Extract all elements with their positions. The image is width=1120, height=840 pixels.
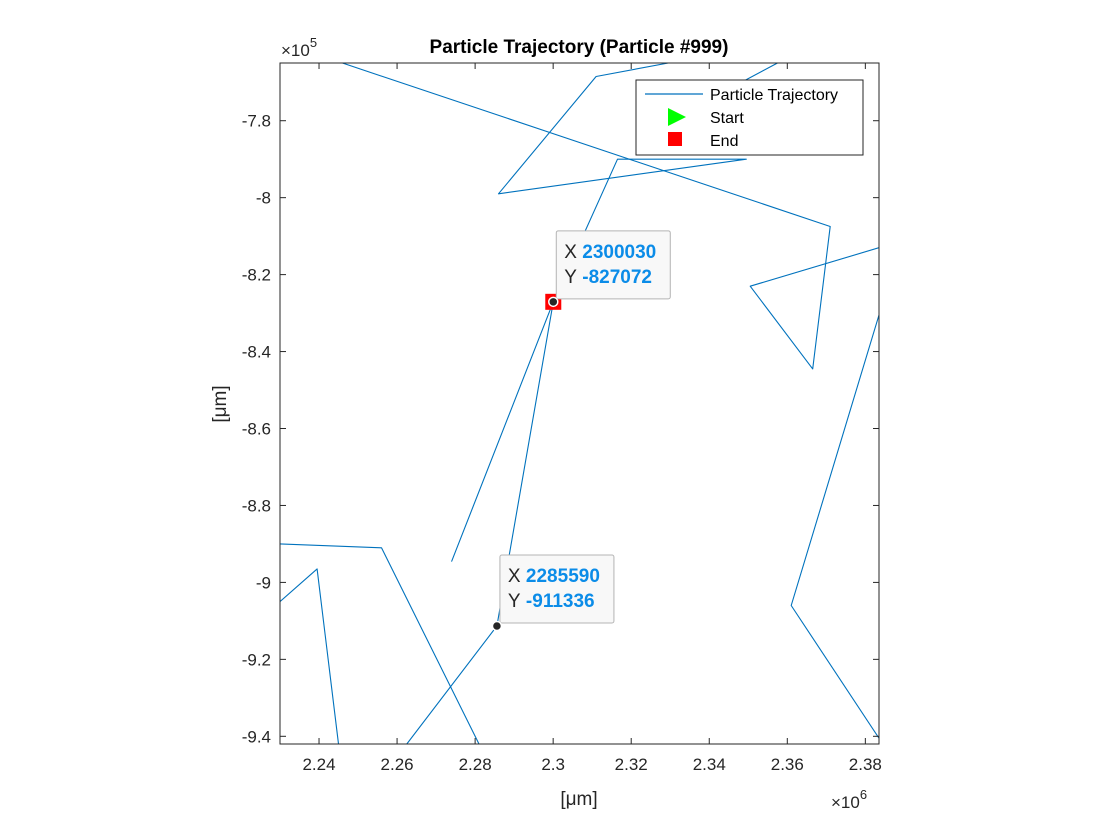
x-tick-label: 2.24 [302, 755, 335, 774]
x-tick-label: 2.3 [541, 755, 565, 774]
x-tick-label: 2.26 [381, 755, 414, 774]
legend-start-swatch [668, 108, 686, 126]
y-tick-label: -8 [256, 189, 271, 208]
axes: 2.24 2.26 2.28 2.3 2.32 2.34 2.36 2.38 -7.8 -8 -8.… [242, 62, 882, 774]
x-tick-label: 2.28 [459, 755, 492, 774]
y-tick-label: -7.8 [242, 112, 271, 131]
trajectory-segment-3 [342, 63, 879, 370]
y-exponent-power: 5 [310, 35, 317, 50]
x-tick-label: 2.38 [849, 755, 882, 774]
x-tick-label: 2.36 [771, 755, 804, 774]
x-tick-label: 2.34 [693, 755, 726, 774]
legend: Particle Trajectory Start End [635, 79, 864, 156]
y-tick-label: -9 [256, 573, 271, 592]
chart-title: Particle Trajectory (Particle #999) [430, 37, 729, 58]
datatip-y-value: -827072 [582, 267, 652, 288]
y-exponent-base: ×10 [281, 41, 310, 60]
datatip-x-key: X [508, 566, 521, 587]
datatip-box [499, 554, 615, 624]
datatip-x-key: X [564, 242, 577, 263]
datatip-point[interactable] [548, 296, 559, 308]
datatip-y-key: Y [508, 591, 521, 612]
datatip-y-value: -911336 [526, 591, 595, 612]
legend-label-trajectory: Particle Trajectory [710, 87, 838, 104]
y-tick-label: -8.4 [242, 343, 271, 362]
legend-label-start: Start [710, 110, 744, 127]
plot-area [280, 63, 879, 744]
x-exponent-power: 6 [860, 787, 867, 802]
trajectory-segment-1 [280, 543, 480, 744]
trajectory-segment-2 [280, 568, 340, 744]
x-exponent-label: ×106 [831, 787, 867, 812]
legend-label-end: End [710, 133, 738, 150]
x-tick-label: 2.32 [615, 755, 648, 774]
y-exponent-label: ×105 [281, 35, 317, 60]
datatip-box [555, 230, 671, 300]
legend-end-swatch [668, 132, 682, 146]
trajectory-segment-5 [790, 314, 879, 739]
y-axis-label: [μm] [210, 385, 231, 422]
x-exponent-base: ×10 [831, 793, 860, 812]
axes-box [279, 62, 880, 745]
datatip-x-value: 2285590 [526, 566, 600, 587]
x-axis-label: [μm] [560, 789, 597, 810]
y-tick-label: -8.6 [242, 420, 271, 439]
datatip-y-key: Y [564, 267, 577, 288]
y-tick-label: -9.2 [242, 650, 271, 669]
y-tick-label: -9.4 [242, 727, 271, 746]
datatip-x-value: 2300030 [582, 242, 656, 263]
y-tick-label: -8.8 [242, 496, 271, 515]
datatip-point[interactable] [491, 620, 503, 632]
y-tick-label: -8.2 [242, 266, 271, 285]
